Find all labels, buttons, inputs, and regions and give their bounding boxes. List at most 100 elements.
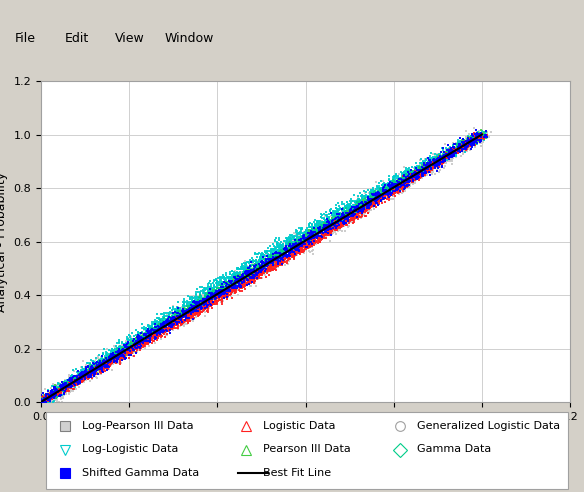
Point — [141, 335, 151, 343]
Point — [215, 292, 225, 300]
Point — [288, 241, 298, 249]
Point — [186, 304, 196, 312]
Point — [137, 341, 146, 349]
Point — [134, 342, 143, 350]
Point — [198, 300, 207, 308]
Point — [141, 333, 151, 340]
Point — [123, 347, 133, 355]
Point — [62, 382, 72, 390]
Point — [422, 169, 432, 177]
Point — [87, 374, 96, 382]
Point — [98, 366, 107, 374]
Point — [164, 322, 173, 330]
Point — [293, 231, 303, 239]
Point — [362, 201, 371, 209]
Point — [43, 396, 53, 403]
Point — [467, 131, 477, 139]
Point — [120, 340, 130, 348]
Point — [263, 255, 273, 263]
Point — [161, 323, 170, 331]
Point — [110, 351, 119, 359]
Point — [69, 377, 78, 385]
Point — [249, 262, 258, 270]
Point — [89, 360, 99, 368]
Point — [322, 214, 332, 221]
Point — [272, 251, 281, 259]
Point — [374, 194, 384, 202]
Point — [339, 210, 349, 217]
Point — [117, 347, 127, 355]
Point — [216, 285, 225, 293]
Point — [430, 155, 439, 163]
Point — [153, 324, 162, 332]
Point — [404, 173, 413, 181]
Point — [214, 297, 223, 305]
Point — [467, 137, 477, 145]
Point — [258, 262, 267, 270]
Point — [447, 147, 456, 155]
Point — [455, 141, 464, 149]
Point — [151, 322, 161, 330]
Point — [57, 386, 66, 394]
Point — [43, 393, 53, 400]
Point — [458, 142, 467, 150]
Point — [281, 247, 290, 255]
Point — [110, 357, 120, 365]
Text: View: View — [115, 32, 145, 45]
Point — [254, 249, 263, 257]
Point — [312, 220, 322, 228]
Point — [389, 173, 398, 181]
Point — [181, 308, 190, 316]
Point — [101, 362, 110, 369]
Point — [150, 329, 159, 337]
Point — [257, 263, 266, 271]
Point — [269, 265, 279, 273]
Point — [273, 251, 283, 259]
Point — [398, 171, 408, 179]
Point — [135, 343, 144, 351]
Point — [162, 326, 171, 334]
Point — [403, 177, 412, 184]
Point — [223, 282, 232, 290]
Point — [187, 309, 197, 317]
Point — [249, 271, 258, 278]
Point — [378, 177, 388, 185]
Point — [454, 144, 464, 152]
Point — [240, 273, 249, 280]
Point — [51, 383, 60, 391]
Point — [249, 263, 259, 271]
Point — [341, 218, 350, 226]
Point — [113, 349, 122, 357]
Point — [217, 274, 226, 281]
Point — [203, 301, 213, 309]
Point — [429, 159, 439, 167]
Point — [406, 175, 415, 183]
Point — [389, 192, 398, 200]
Point — [298, 235, 308, 243]
Point — [149, 327, 158, 335]
Point — [117, 347, 127, 355]
Point — [324, 215, 333, 223]
Point — [392, 177, 402, 185]
Point — [53, 388, 62, 396]
Point — [293, 232, 303, 240]
Point — [381, 186, 391, 194]
Point — [76, 372, 85, 380]
Point — [261, 262, 270, 270]
Point — [372, 182, 381, 190]
Point — [312, 230, 321, 238]
Point — [227, 275, 236, 282]
Point — [67, 376, 76, 384]
Point — [383, 184, 392, 191]
Point — [352, 208, 361, 216]
Point — [196, 303, 206, 310]
Point — [169, 326, 178, 334]
Point — [47, 391, 56, 399]
Point — [112, 356, 121, 364]
Point — [409, 169, 418, 177]
Point — [285, 240, 294, 248]
Point — [340, 214, 349, 222]
Point — [158, 326, 168, 334]
Point — [458, 143, 467, 151]
Point — [423, 158, 433, 166]
